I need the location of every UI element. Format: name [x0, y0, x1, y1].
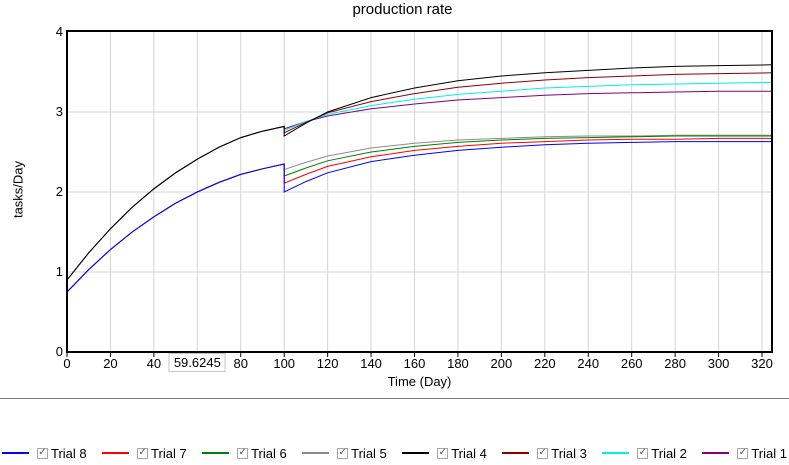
y-tick-label-3: 3: [55, 104, 63, 119]
y-tick-label-2: 2: [55, 184, 63, 199]
series-line-trial-6: [66, 135, 773, 293]
time-value-box[interactable]: 59.6245: [168, 353, 226, 372]
legend-label-trial-7: Trial 7: [151, 445, 187, 461]
trial-6-checkbox[interactable]: ✓: [237, 447, 249, 459]
trial-7-checkbox[interactable]: ✓: [137, 447, 149, 459]
x-tick-label-240: 240: [577, 356, 600, 371]
legend-line-swatch-trial-3: [502, 452, 530, 454]
series-line-trial-8: [66, 141, 773, 293]
legend-bar: ✓ Trial 8 ✓ Trial 7 ✓ Trial 6 ✓ Trial 5 ✓ Trial 4…: [0, 443, 789, 463]
legend-label-trial-3: Trial 3: [551, 445, 587, 461]
x-tick-label-140: 140: [360, 356, 382, 371]
x-tick-label-320: 320: [751, 356, 773, 371]
trial-3-checkbox[interactable]: ✓: [537, 447, 549, 459]
series-line-trial-4: [66, 64, 773, 281]
legend-item-trial-7: ✓ Trial 7: [102, 446, 187, 461]
y-axis-label: tasks/Day: [10, 160, 26, 219]
x-tick-label-180: 180: [447, 356, 469, 371]
x-tick-label-0: 0: [63, 356, 71, 371]
legend-item-trial-1: ✓ Trial 1: [702, 446, 787, 461]
legend-line-swatch-trial-5: [302, 452, 330, 454]
legend-line-swatch-trial-8: [2, 452, 29, 454]
series-line-trial-1: [66, 90, 773, 281]
x-axis-label: Time (Day): [387, 374, 452, 389]
legend-item-trial-2: ✓ Trial 2: [602, 446, 687, 461]
x-tick-label-220: 220: [533, 356, 556, 371]
chart-title: production rate: [352, 1, 453, 18]
trial-5-checkbox[interactable]: ✓: [337, 447, 349, 459]
legend-label-trial-1: Trial 1: [751, 445, 787, 461]
x-tick-label-20: 20: [103, 356, 118, 371]
legend-separator: [0, 398, 789, 399]
legend-item-trial-3: ✓ Trial 3: [502, 446, 587, 461]
series-line-trial-7: [66, 137, 773, 293]
x-tick-label-160: 160: [403, 356, 426, 371]
trial-4-checkbox[interactable]: ✓: [437, 447, 449, 459]
legend-line-swatch-trial-4: [402, 452, 430, 454]
legend-label-trial-8: Trial 8: [51, 445, 87, 461]
legend-line-swatch-trial-7: [102, 452, 130, 454]
x-tick-label-120: 120: [316, 356, 339, 371]
legend-item-trial-5: ✓ Trial 5: [302, 446, 387, 461]
y-tick-label-1: 1: [55, 264, 63, 279]
legend-label-trial-2: Trial 2: [651, 445, 687, 461]
y-tick-label-0: 0: [55, 344, 63, 359]
x-tick-label-280: 280: [664, 356, 686, 371]
legend-item-trial-4: ✓ Trial 4: [402, 446, 487, 461]
legend-item-trial-8: ✓ Trial 8: [2, 446, 87, 461]
x-tick-label-200: 200: [490, 356, 513, 371]
x-tick-label-80: 80: [233, 356, 248, 371]
series-line-trial-5: [66, 134, 773, 293]
legend-label-trial-6: Trial 6: [251, 445, 287, 461]
legend-label-trial-4: Trial 4: [451, 445, 487, 461]
legend-line-swatch-trial-6: [202, 452, 230, 454]
x-tick-label-300: 300: [707, 356, 730, 371]
plot-frame: [66, 30, 773, 353]
x-tick-label-260: 260: [620, 356, 643, 371]
x-tick-label-40: 40: [146, 356, 162, 371]
legend-line-swatch-trial-2: [602, 452, 630, 454]
trial-1-checkbox[interactable]: ✓: [737, 447, 749, 459]
x-tick-label-100: 100: [273, 356, 296, 371]
trial-2-checkbox[interactable]: ✓: [637, 447, 649, 459]
legend-label-trial-5: Trial 5: [351, 445, 387, 461]
y-tick-label-4: 4: [55, 24, 63, 39]
trial-8-checkbox[interactable]: ✓: [37, 447, 48, 459]
legend-line-swatch-trial-1: [702, 452, 730, 454]
legend-item-trial-6: ✓ Trial 6: [202, 446, 287, 461]
